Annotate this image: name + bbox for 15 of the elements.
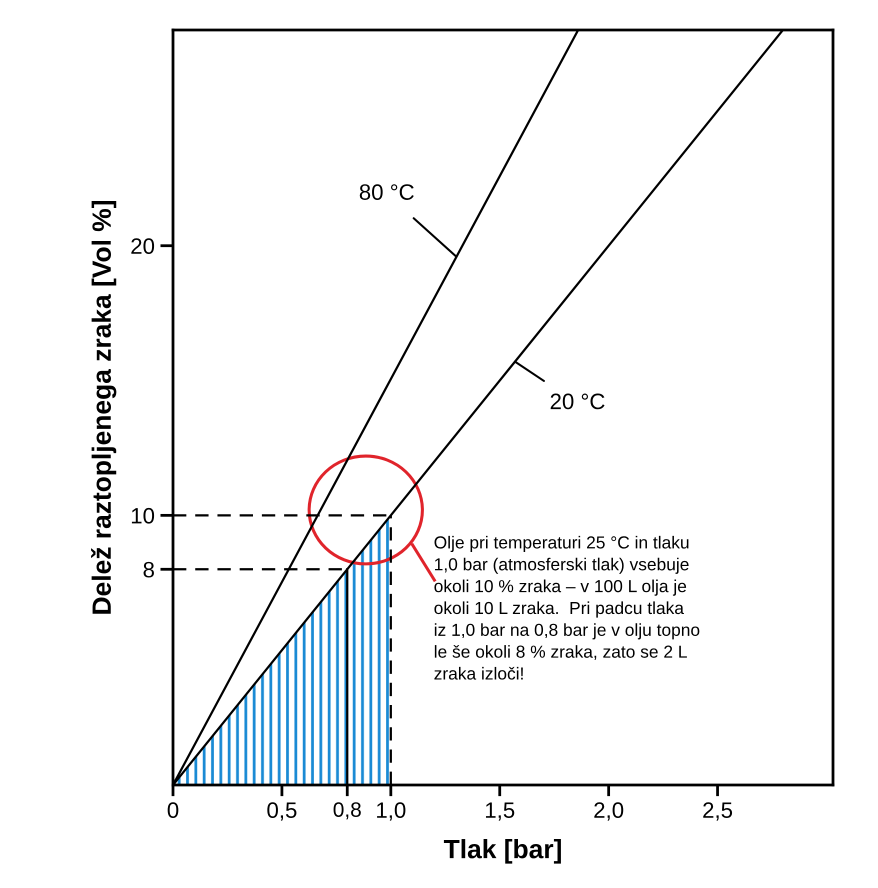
x-tick-label: 2,0 (594, 802, 624, 821)
y-tick-label: 10 (132, 508, 154, 524)
x-tick-label: 0,5 (267, 802, 296, 821)
annotation: 80 °C (360, 184, 414, 200)
x-tick-label: 0,8 (334, 802, 361, 820)
annotation: Olje pri temperaturi 25 °C in tlaku 1,0 bar (atmosferski tlak) vsebuje okoli 10 % zraka – v 100 L olja je okoli 10 L zraka. Pri padcu tlaka iz 1,0 bar na 0,8 bar je v olju topno le še okoli 8 % zraka, zato se 2 L zraka izloči! (434, 536, 700, 680)
annotation: 20 °C (550, 394, 605, 410)
x-axis-title: Tlak [bar] (444, 839, 561, 864)
x-tick-label: 0 (168, 802, 178, 818)
x-tick-label: 1,0 (377, 802, 406, 821)
x-tick-label: 2,5 (703, 802, 732, 821)
y-tick-label: 8 (144, 562, 154, 578)
y-tick-label: 20 (131, 238, 154, 254)
y-axis-title: Delež raztopljenega zraka [Vol %] (91, 200, 116, 614)
x-tick-label: 1,5 (486, 802, 514, 821)
